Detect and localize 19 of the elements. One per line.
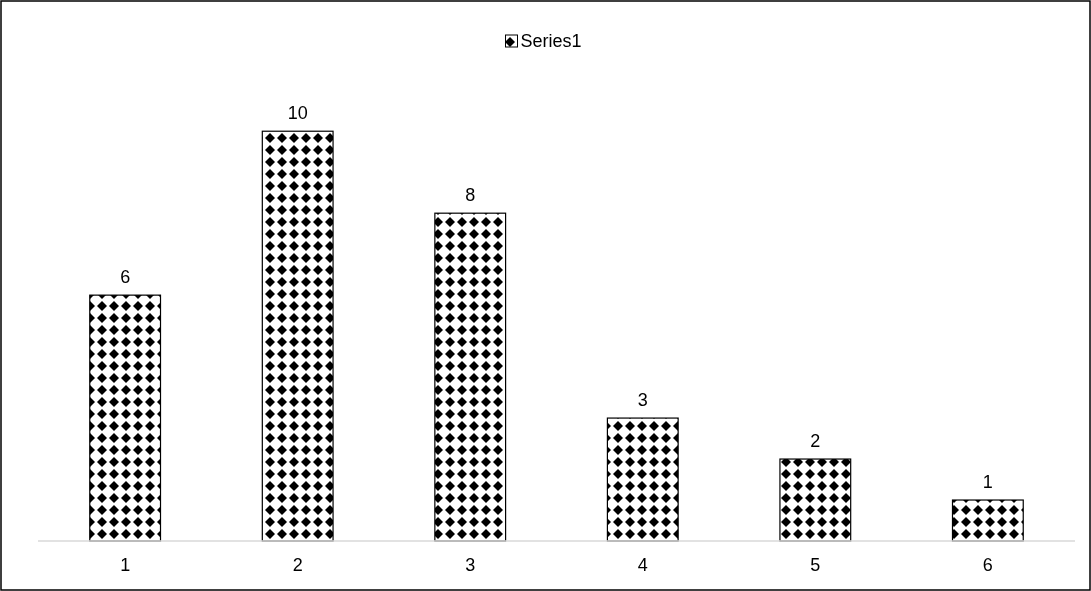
x-tick-label: 2 [292,555,303,575]
bar [434,212,507,542]
data-label: 8 [465,185,476,206]
x-tick-label: 5 [810,555,821,575]
x-tick-label: 6 [982,555,993,575]
x-tick-label: 1 [120,555,131,575]
data-label: 6 [120,267,131,288]
bar [606,417,679,542]
data-label: 1 [982,472,993,493]
bar [951,499,1024,542]
bar [261,130,334,542]
data-label: 10 [287,103,308,124]
legend-label: Series1 [520,31,582,51]
bar [89,294,162,542]
x-tick-label: 4 [637,555,648,575]
x-tick-label: 3 [465,555,476,575]
bar [779,458,852,542]
data-label: 3 [637,390,648,411]
data-label: 2 [810,431,821,452]
